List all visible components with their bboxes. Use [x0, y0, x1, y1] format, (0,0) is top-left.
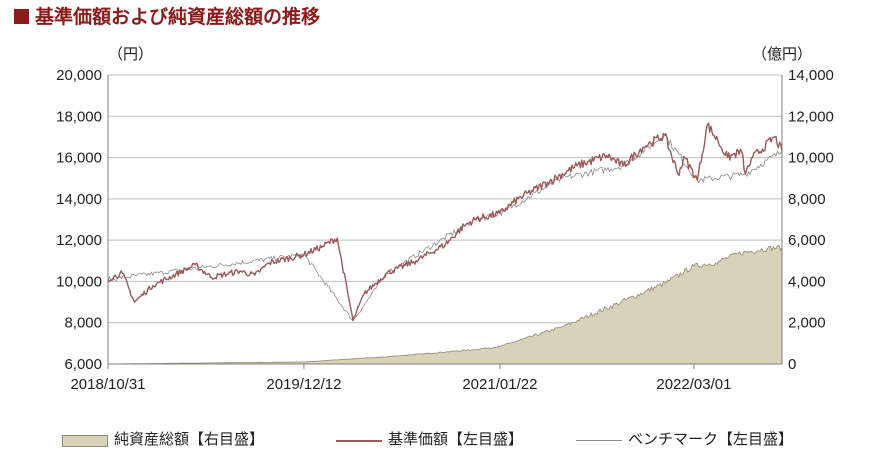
chart-title: 基準価額および純資産総額の推移	[14, 2, 320, 29]
left-tick-label: 8,000	[64, 315, 102, 332]
nav-line	[107, 122, 783, 322]
right-axis-unit: （億円）	[752, 45, 812, 63]
x-tick-label: 2019/12/12	[266, 376, 341, 393]
right-tick-label: 12,000	[788, 108, 834, 125]
left-tick-label: 10,000	[56, 273, 102, 290]
right-tick-label: 6,000	[788, 232, 826, 249]
title-square-icon	[14, 9, 29, 24]
x-tick-label: 2021/01/22	[462, 376, 537, 393]
aum-area-layer	[108, 245, 783, 365]
legend-label-nav: 基準価額【左目盛】	[388, 430, 524, 448]
x-tick-label: 2018/10/31	[70, 376, 145, 393]
right-tick-label: 10,000	[788, 150, 834, 167]
legend-label-aum: 純資産総額【右目盛】	[114, 430, 265, 448]
legend-label-benchmark: ベンチマーク【左目盛】	[628, 430, 794, 448]
line-layer	[107, 122, 783, 322]
right-tick-label: 2,000	[788, 315, 826, 332]
x-tick-label: 2022/03/01	[656, 376, 731, 393]
left-tick-label: 18,000	[56, 108, 102, 125]
left-tick-label: 16,000	[56, 150, 102, 167]
legend-swatch-nav	[336, 440, 382, 442]
left-tick-label: 14,000	[56, 191, 102, 208]
axes: 6,000 0 8,000 2,000 10,000 4,000 12,000 6,000 14…	[56, 67, 834, 393]
legend: 純資産総額【右目盛】 基準価額【左目盛】 ベンチマーク【左目盛】	[0, 428, 887, 452]
benchmark-line	[107, 134, 783, 322]
right-tick-label: 4,000	[788, 273, 826, 290]
right-tick-label: 14,000	[788, 67, 834, 84]
left-tick-label: 6,000	[64, 356, 102, 373]
aum-area	[108, 245, 783, 365]
legend-swatch-benchmark	[576, 440, 622, 441]
left-tick-label: 20,000	[56, 67, 102, 84]
left-tick-label: 12,000	[56, 232, 102, 249]
legend-swatch-aum	[62, 435, 108, 447]
chart-svg: 6,000 0 8,000 2,000 10,000 4,000 12,000 6,000 14…	[56, 45, 834, 393]
left-axis-unit: （円）	[108, 45, 153, 63]
chart-title-text: 基準価額および純資産総額の推移	[35, 6, 321, 28]
right-tick-label: 0	[788, 356, 796, 373]
right-tick-label: 8,000	[788, 191, 826, 208]
